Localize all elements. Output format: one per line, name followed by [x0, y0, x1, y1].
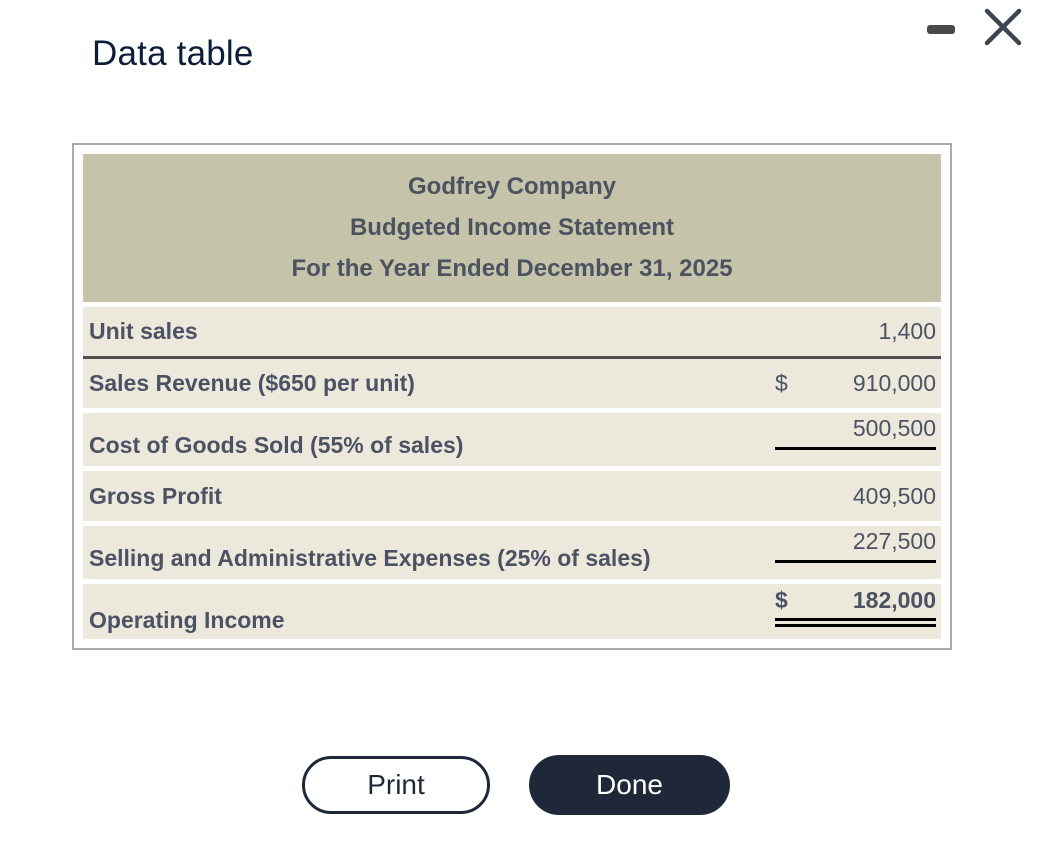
row-amount-underlined: 500,500 — [775, 415, 936, 450]
row-label: Gross Profit — [89, 482, 222, 509]
row-amount: $ 910,000 — [775, 370, 936, 397]
table-row-selling-admin: Selling and Administrative Expenses (25%… — [83, 526, 941, 579]
row-label: Selling and Administrative Expenses (25%… — [89, 545, 651, 571]
currency-symbol: $ — [775, 370, 788, 396]
table-row-operating-income: Operating Income $ 182,000 — [83, 584, 941, 639]
currency-symbol: $ — [775, 587, 788, 613]
print-button[interactable]: Print — [302, 756, 490, 814]
row-amount-underlined: 227,500 — [775, 528, 936, 563]
table-row-sales-revenue: Sales Revenue ($650 per unit) $ 910,000 — [83, 359, 941, 408]
table-row-unit-sales: Unit sales 1,400 — [83, 307, 941, 356]
statement-company-name: Godfrey Company — [407, 173, 617, 200]
row-value: 227,500 — [852, 528, 936, 554]
table-row-cogs: Cost of Goods Sold (55% of sales) 500,50… — [83, 413, 941, 466]
row-label: Sales Revenue ($650 per unit) — [89, 370, 415, 396]
row-value: 182,000 — [852, 587, 936, 613]
close-icon[interactable] — [983, 7, 1023, 47]
statement-title: Budgeted Income Statement — [349, 214, 675, 241]
row-label: Operating Income — [89, 607, 285, 633]
row-value: 1,400 — [878, 318, 936, 344]
row-divider — [83, 356, 941, 359]
table-block-sales: Unit sales 1,400 Sales Revenue ($650 per… — [83, 307, 941, 408]
row-value: 409,500 — [852, 482, 936, 509]
row-label: Cost of Goods Sold (55% of sales) — [89, 432, 464, 458]
row-amount: 409,500 — [775, 483, 936, 510]
minimize-icon[interactable] — [927, 25, 955, 34]
table-row-gross-profit: Gross Profit 409,500 — [83, 471, 941, 521]
statement-header: Godfrey Company Budgeted Income Statemen… — [83, 154, 941, 302]
page-title: Data table — [92, 34, 254, 73]
row-value: 500,500 — [852, 415, 936, 441]
row-label: Unit sales — [89, 318, 198, 344]
done-button[interactable]: Done — [529, 755, 730, 815]
row-amount-double-underlined: $ 182,000 — [775, 587, 936, 627]
row-value: 910,000 — [852, 370, 936, 396]
row-amount: 1,400 — [775, 318, 936, 345]
statement-period: For the Year Ended December 31, 2025 — [291, 255, 733, 282]
income-statement-card: Godfrey Company Budgeted Income Statemen… — [72, 143, 952, 650]
